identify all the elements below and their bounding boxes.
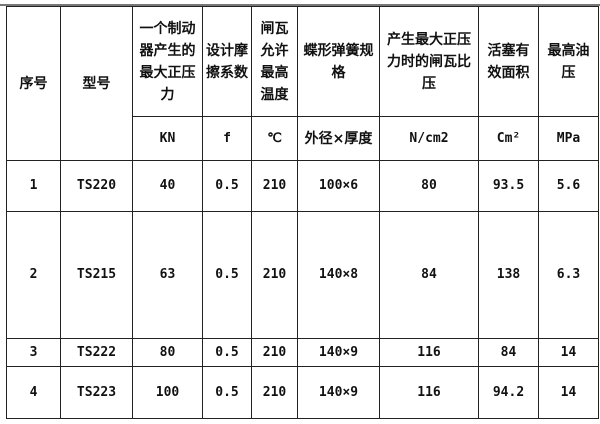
cell-friction: 0.5 bbox=[202, 338, 252, 367]
cell-force: 80 bbox=[132, 338, 203, 367]
cell-area: 93.5 bbox=[478, 160, 539, 212]
cell-spring: 140×8 bbox=[297, 211, 380, 339]
unit-force: KN bbox=[132, 116, 203, 161]
table-row: 4 TS223 100 0.5 210 140×9 116 94.2 14 bbox=[6, 366, 599, 419]
cell-index: 3 bbox=[6, 338, 61, 367]
cell-temp: 210 bbox=[251, 160, 298, 212]
cell-area: 84 bbox=[478, 338, 539, 367]
table-row: 1 TS220 40 0.5 210 100×6 80 93.5 5.6 bbox=[6, 160, 599, 212]
cell-pressure: 116 bbox=[379, 366, 479, 419]
cell-area: 138 bbox=[478, 211, 539, 339]
cell-friction: 0.5 bbox=[202, 160, 252, 212]
cell-friction: 0.5 bbox=[202, 211, 252, 339]
cell-pressure: 116 bbox=[379, 338, 479, 367]
cell-spring: 100×6 bbox=[297, 160, 380, 212]
cell-spring: 140×9 bbox=[297, 338, 380, 367]
cell-pressure: 80 bbox=[379, 160, 479, 212]
page-top-border bbox=[0, 4, 600, 6]
unit-friction: f bbox=[202, 116, 252, 161]
cell-oil-pressure: 6.3 bbox=[538, 211, 599, 339]
cell-pressure: 84 bbox=[379, 211, 479, 339]
cell-model: TS222 bbox=[60, 338, 133, 367]
cell-index: 1 bbox=[6, 160, 61, 212]
cell-force: 100 bbox=[132, 366, 203, 419]
unit-area: Cm² bbox=[478, 116, 539, 161]
table-row: 2 TS215 63 0.5 210 140×8 84 138 6.3 bbox=[6, 211, 599, 339]
header-row: 序号 型号 一个制动器产生的最大正压力 设计摩擦系数 闸瓦允许最高温度 蝶形弹簧… bbox=[6, 6, 599, 161]
cell-oil-pressure: 14 bbox=[538, 338, 599, 367]
cell-index: 4 bbox=[6, 366, 61, 419]
header-max-temp: 闸瓦允许最高温度 bbox=[251, 6, 298, 117]
cell-oil-pressure: 5.6 bbox=[538, 160, 599, 212]
header-max-force: 一个制动器产生的最大正压力 bbox=[132, 6, 203, 117]
cell-temp: 210 bbox=[251, 211, 298, 339]
cell-model: TS220 bbox=[60, 160, 133, 212]
table-row: 3 TS222 80 0.5 210 140×9 116 84 14 bbox=[6, 338, 599, 367]
cell-temp: 210 bbox=[251, 338, 298, 367]
unit-row: KN f ℃ 外径×厚度 N/cm2 Cm² MPa bbox=[7, 116, 599, 161]
cell-temp: 210 bbox=[251, 366, 298, 419]
header-index: 序号 bbox=[6, 6, 61, 161]
header-model: 型号 bbox=[60, 6, 133, 161]
cell-index: 2 bbox=[6, 211, 61, 339]
cell-area: 94.2 bbox=[478, 366, 539, 419]
header-shoe-pressure: 产生最大正压力时的闸瓦比压 bbox=[379, 6, 479, 117]
unit-spring: 外径×厚度 bbox=[297, 116, 380, 161]
header-spring-spec: 蝶形弹簧规格 bbox=[297, 6, 380, 117]
cell-oil-pressure: 14 bbox=[538, 366, 599, 419]
unit-pressure: N/cm2 bbox=[379, 116, 479, 161]
header-max-oil-pressure: 最高油压 bbox=[538, 6, 599, 117]
unit-oil-pressure: MPa bbox=[538, 116, 599, 161]
header-friction: 设计摩擦系数 bbox=[202, 6, 252, 117]
cell-friction: 0.5 bbox=[202, 366, 252, 419]
unit-temp: ℃ bbox=[251, 116, 298, 161]
cell-model: TS223 bbox=[60, 366, 133, 419]
header-piston-area: 活塞有效面积 bbox=[478, 6, 539, 117]
cell-model: TS215 bbox=[60, 211, 133, 339]
cell-spring: 140×9 bbox=[297, 366, 380, 419]
cell-force: 40 bbox=[132, 160, 203, 212]
cell-force: 63 bbox=[132, 211, 203, 339]
brake-spec-table: 序号 型号 一个制动器产生的最大正压力 设计摩擦系数 闸瓦允许最高温度 蝶形弹簧… bbox=[6, 6, 599, 419]
